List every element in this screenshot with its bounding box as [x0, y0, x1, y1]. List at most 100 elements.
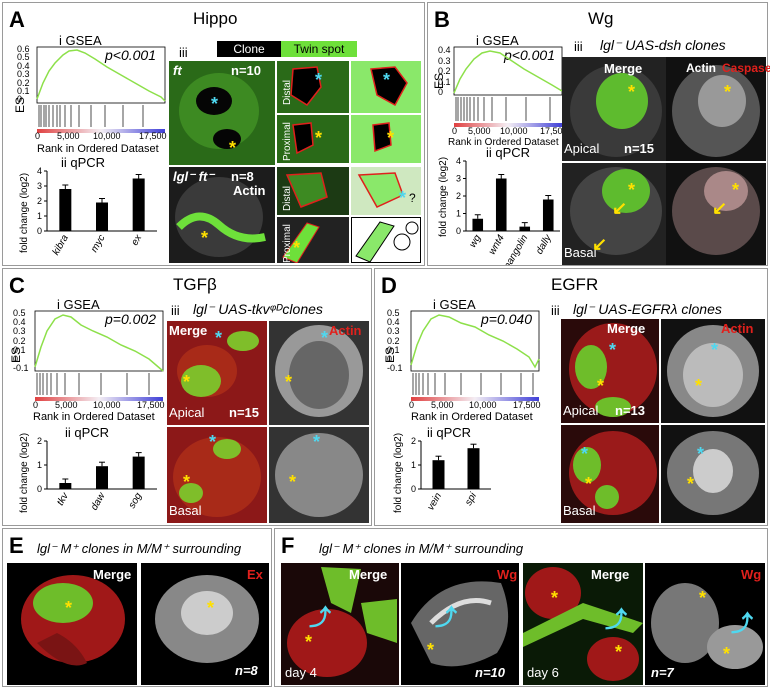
panel-e-letter: E [9, 533, 24, 558]
gsea-xtick-2: 10,000 [93, 400, 121, 410]
lgl-ft-label: lgl⁻ ft⁻ [173, 169, 215, 184]
yellow-asterisk: * [615, 642, 623, 662]
gsea-xtick-1: 5,000 [431, 400, 454, 410]
qpcr-ytick-label: 2 [37, 196, 42, 206]
qpcr-ytick-label: 0 [37, 226, 42, 236]
ft-clone-image [169, 61, 275, 165]
caspase-label: Caspase [722, 61, 770, 75]
qpcr-gene-label: spi [463, 490, 479, 507]
iii-title: lgl⁻ UAS-tkvᵠᴰclones [193, 301, 323, 317]
qpcr-ytick-label: 1 [37, 460, 42, 470]
legend-clone: Clone [217, 41, 281, 57]
yellow-asterisk: * [285, 372, 293, 392]
panel-b-title: Wg [588, 9, 614, 28]
n-label: n=15 [229, 405, 259, 420]
gsea-plot [36, 46, 166, 133]
yellow-arrow: ↙ [612, 198, 628, 218]
qpcr-gene-label: sog [127, 491, 145, 511]
panel-c-title: TGFβ [173, 275, 217, 294]
gsea-xtick-0: 0 [35, 131, 41, 141]
qpcr-bar [59, 189, 72, 231]
tgfb-actin-basal [269, 427, 369, 523]
basal-label: Basal [564, 245, 597, 260]
cyan-asterisk: * [313, 432, 321, 452]
yellow-asterisk: * [551, 588, 559, 608]
qpcr-gene-label: daw [89, 490, 108, 512]
ft-n: n=10 [231, 63, 261, 78]
qpcr-ytick-label: 2 [456, 191, 461, 201]
panel-a: A Hippo i GSEA p<0.001 ES 0.6 0.5 0.4 0.3 0.… [2, 2, 425, 266]
panel-c-qpcr: ii qPCR fold change (log2) 2 1 0 tkv daw sog [13, 425, 163, 523]
merge-label: Merge [604, 61, 643, 76]
yellow-arrow: ↙ [712, 198, 728, 218]
qpcr-ytick-label: 3 [37, 181, 42, 191]
yellow-asterisk: * [723, 644, 731, 664]
qpcr-label: ii qPCR [427, 425, 472, 440]
panel-f-letter: F [281, 533, 295, 558]
iii-label: iii [171, 303, 180, 318]
cyan-arrow: ⤴ [309, 605, 332, 630]
gsea-p-value: p<0.001 [504, 47, 555, 63]
yellow-asterisk: * [724, 82, 732, 102]
qpcr-gene-label: vein [425, 491, 444, 513]
qpcr-gene-label: pangolin [501, 233, 530, 265]
panel-b-qpcr: ii qPCR fold change (log2) 4 3 2 1 0 wg wnt4 pa… [432, 145, 566, 265]
merge-label: Merge [349, 567, 388, 582]
gsea-xlabel: Rank in Ordered Dataset [411, 411, 533, 423]
gsea-xlabel: Rank in Ordered Dataset [33, 411, 155, 423]
gsea-xtick-3: 17,500 [137, 400, 165, 410]
yellow-asterisk: * [289, 472, 297, 492]
yellow-asterisk: * [695, 376, 703, 396]
basal-label: Basal [563, 503, 596, 518]
distal-label-2: Distal [282, 185, 293, 211]
egfr-actin-basal [661, 425, 765, 523]
panel-f: F lgl⁻ M⁺ clones in M/M⁺ surrounding Mer… [274, 528, 768, 687]
gsea-xtick-3: 17,500 [513, 400, 541, 410]
n-label: n=7 [651, 665, 674, 680]
yellow-asterisk: * [229, 138, 237, 158]
gsea-xtick-1: 5,000 [468, 126, 491, 136]
gsea-xtick-0: 0 [452, 126, 458, 136]
gsea-xtick-0: 0 [409, 400, 415, 410]
cyan-asterisk: * [399, 188, 407, 208]
yellow-asterisk: * [628, 180, 636, 200]
qpcr-gene-label: dally [534, 232, 554, 256]
panel-d-title: EGFR [551, 275, 599, 294]
schematic-2 [351, 115, 421, 163]
merge-label: Merge [607, 321, 646, 336]
merge-label: Merge [93, 567, 132, 582]
apical-label: Apical [563, 403, 599, 418]
panel-c-gsea: i GSEA p=0.002 ES 0.5 0.4 0.3 0.2 0.1 0 -0.1 0… [9, 297, 167, 410]
yellow-asterisk: * [207, 598, 215, 618]
wg-merge-apical [562, 57, 666, 161]
qpcr-ytick-label: 1 [456, 209, 461, 219]
schematic-1 [351, 61, 421, 113]
qpcr-label: ii qPCR [486, 145, 531, 160]
legend-twin-spot: Twin spot [281, 41, 357, 57]
wg-label: Wg [741, 567, 762, 582]
yellow-asterisk: * [687, 474, 695, 494]
qpcr-gene-label: ex [129, 232, 144, 248]
qpcr-bar [132, 178, 145, 231]
yellow-asterisk: * [427, 640, 435, 660]
qpcr-bar [472, 218, 484, 231]
gsea-xlabel: Rank in Ordered Dataset [37, 143, 159, 155]
actin-label: Actin [233, 183, 266, 198]
yellow-asterisk: * [387, 128, 395, 148]
cyan-asterisk: * [209, 432, 217, 452]
qpcr-gene-label: tkv [55, 490, 71, 507]
qpcr-ytick-label: 4 [456, 156, 461, 166]
f-merge-day4 [281, 563, 399, 685]
yellow-asterisk: * [585, 474, 593, 494]
egfr-merge-basal [561, 425, 659, 523]
panel-a-qpcr: ii qPCR fold change (log2) 4 3 2 1 0 kibra myc… [13, 155, 163, 265]
cyan-asterisk: * [383, 70, 391, 90]
day4-label: day 4 [285, 665, 317, 680]
e-merge-image [7, 563, 137, 685]
cyan-asterisk: * [697, 444, 705, 464]
cyan-arrow: ⤴ [731, 611, 754, 636]
gsea-label: i GSEA [476, 33, 519, 48]
gsea-label: i GSEA [57, 297, 100, 312]
panel-d: D EGFR i GSEA p=0.040 ES 0.5 0.4 0.3 0.2 0.1… [374, 268, 768, 526]
f-wg-day4 [401, 563, 519, 685]
